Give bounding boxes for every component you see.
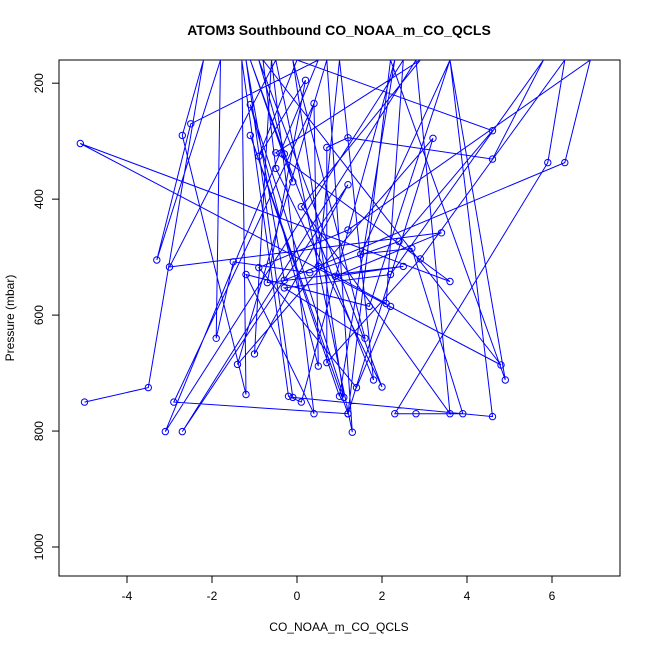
- data-point: [246, 100, 255, 109]
- data-point: [399, 262, 407, 271]
- data-point: [178, 427, 187, 436]
- data-point: [386, 270, 395, 279]
- data-point: [289, 393, 297, 402]
- data-point: [408, 244, 416, 253]
- data-point: [229, 258, 238, 266]
- data-point: [272, 164, 280, 173]
- data-point: [429, 134, 437, 143]
- data-point: [297, 398, 305, 406]
- y-tick-label: 200: [32, 73, 46, 93]
- x-tick-label: 0: [294, 589, 301, 603]
- data-point: [344, 226, 352, 234]
- y-axis-label: Pressure (mbar): [3, 275, 17, 362]
- x-tick-label: 2: [379, 589, 386, 603]
- data-point: [144, 383, 153, 392]
- data-point: [395, 237, 403, 246]
- data-point: [263, 278, 271, 287]
- data-point: [165, 263, 174, 271]
- series-line: [80, 60, 591, 433]
- data-point: [378, 383, 386, 391]
- data-point: [280, 276, 288, 284]
- data-point: [233, 360, 242, 369]
- data-point: [314, 362, 322, 370]
- data-point: [242, 390, 250, 399]
- data-point: [391, 410, 399, 418]
- data-point: [212, 334, 220, 342]
- data-point: [501, 376, 509, 384]
- data-point: [153, 256, 161, 264]
- data-point: [161, 427, 170, 436]
- data-point: [331, 272, 339, 280]
- data-point: [544, 158, 552, 167]
- data-point: [365, 302, 373, 311]
- data-point: [280, 284, 288, 292]
- y-tick-label: 600: [32, 305, 46, 325]
- data-point: [488, 155, 497, 163]
- data-point: [187, 120, 195, 128]
- data-point: [357, 250, 365, 258]
- y-tick-label: 1000: [32, 533, 46, 560]
- data-point: [361, 334, 369, 342]
- data-point: [314, 262, 322, 271]
- data-point: [284, 392, 293, 400]
- data-point: [488, 412, 497, 421]
- chart-title: ATOM3 Southbound CO_NOAA_m_CO_QCLS: [187, 22, 491, 38]
- data-point: [437, 229, 446, 237]
- x-tick-label: -4: [122, 589, 133, 603]
- data-point: [561, 158, 569, 167]
- x-tick-label: 6: [549, 589, 556, 603]
- data-point: [306, 269, 314, 277]
- data-point: [348, 428, 356, 436]
- data-point: [80, 398, 89, 406]
- y-tick-label: 800: [32, 421, 46, 441]
- series-layer: [76, 60, 591, 436]
- data-point: [255, 152, 263, 160]
- data-point: [344, 134, 352, 142]
- plot-frame: [58, 59, 621, 577]
- data-point: [352, 383, 361, 392]
- data-point: [340, 393, 348, 402]
- y-tick-label: 400: [32, 189, 46, 209]
- data-point: [335, 392, 344, 400]
- data-point: [412, 410, 420, 418]
- data-point: [310, 410, 318, 418]
- data-point: [488, 127, 497, 135]
- data-point: [250, 350, 259, 358]
- data-point: [301, 76, 310, 85]
- data-point: [255, 263, 263, 272]
- data-point: [446, 410, 454, 418]
- data-point: [446, 277, 454, 286]
- data-point: [323, 143, 331, 152]
- data-point: [297, 203, 305, 211]
- data-point: [344, 181, 352, 189]
- data-point: [178, 131, 187, 140]
- data-point: [76, 139, 85, 148]
- data-point: [289, 178, 297, 186]
- data-point: [280, 150, 288, 158]
- x-tick-label: -2: [207, 589, 218, 603]
- data-point: [242, 270, 250, 279]
- data-point: [272, 149, 280, 157]
- data-point: [310, 99, 318, 108]
- data-point: [323, 358, 331, 367]
- data-point: [459, 410, 467, 418]
- data-point: [497, 361, 505, 369]
- data-point: [344, 410, 352, 418]
- x-axis-label: CO_NOAA_m_CO_QCLS: [269, 620, 408, 634]
- data-point: [416, 255, 424, 263]
- data-point: [246, 131, 255, 140]
- data-point: [369, 376, 378, 384]
- x-tick-label: 4: [464, 589, 471, 603]
- data-point: [170, 398, 178, 406]
- y-axis: 200 400 600 800 1000: [32, 73, 60, 560]
- data-point: [386, 302, 395, 311]
- x-axis: -4 -2 0 2 4 6: [122, 575, 556, 603]
